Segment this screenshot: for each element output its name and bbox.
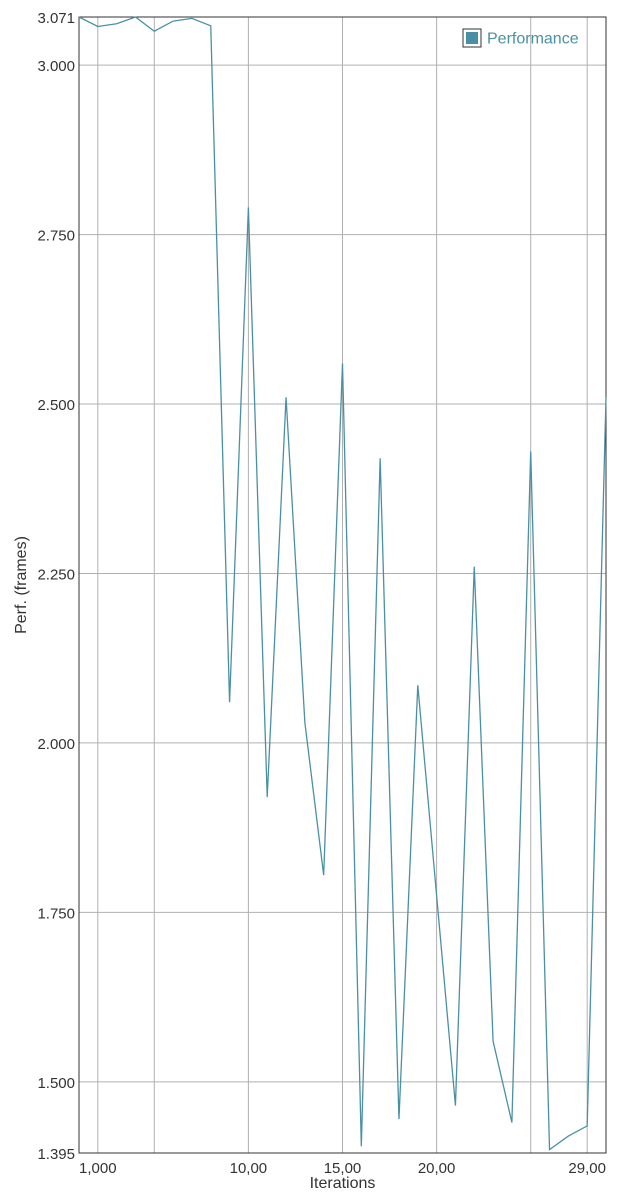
data-point (455, 1105, 457, 1107)
data-point (568, 1135, 570, 1137)
y-axis-ticks: 3.071 3.000 2.750 2.500 2.250 2.000 1.750 1.500… (37, 10, 75, 1163)
data-point (229, 701, 231, 703)
data-point (398, 1118, 400, 1120)
data-point (97, 26, 99, 28)
x-tick-label: 1,000 (79, 1160, 117, 1177)
legend-label: Performance (487, 31, 579, 48)
legend: Performance (462, 28, 579, 48)
data-point (304, 722, 306, 724)
data-point (417, 685, 419, 687)
data-point (285, 396, 287, 398)
y-tick-label: 1.395 (37, 1146, 75, 1163)
data-point (605, 396, 607, 398)
y-tick-label: 2.750 (37, 228, 75, 245)
data-point (210, 25, 212, 27)
y-tick-label: 2.500 (37, 397, 75, 414)
data-point (323, 874, 325, 876)
y-tick-label: 2.000 (37, 736, 75, 753)
data-point (342, 363, 344, 365)
data-point (116, 23, 118, 25)
data-point (549, 1149, 551, 1151)
data-point (135, 16, 137, 18)
x-axis-title: Iterations (310, 1175, 376, 1192)
y-tick-label: 1.750 (37, 905, 75, 922)
data-point (153, 30, 155, 32)
data-point (172, 20, 174, 22)
y-axis-title: Perf. (frames) (13, 536, 30, 634)
data-point (361, 1145, 363, 1147)
series-line-performance (78, 16, 607, 1151)
y-tick-label: 1.500 (37, 1075, 75, 1092)
data-point (436, 895, 438, 897)
data-point (586, 1125, 588, 1127)
x-tick-label: 29,00 (568, 1160, 606, 1177)
data-point (530, 451, 532, 453)
data-point (191, 18, 193, 20)
data-point (511, 1122, 513, 1124)
x-tick-label: 15,00 (324, 1160, 362, 1177)
x-tick-label: 20,00 (418, 1160, 456, 1177)
grid-lines (79, 16, 606, 1154)
y-tick-label: 3.071 (37, 10, 75, 27)
legend-swatch-fill (466, 32, 478, 44)
data-point (266, 796, 268, 798)
y-tick-label: 3.000 (37, 58, 75, 75)
series-group (78, 16, 607, 1151)
data-point (379, 457, 381, 459)
plot-area (78, 16, 607, 1154)
data-point (248, 207, 250, 209)
data-point (492, 1040, 494, 1042)
x-tick-label: 10,00 (230, 1160, 268, 1177)
x-axis-ticks: 1,000 10,00 15,00 20,00 29,00 (79, 1160, 606, 1177)
y-tick-label: 2.250 (37, 566, 75, 583)
data-point (473, 566, 475, 568)
data-point (78, 16, 80, 18)
